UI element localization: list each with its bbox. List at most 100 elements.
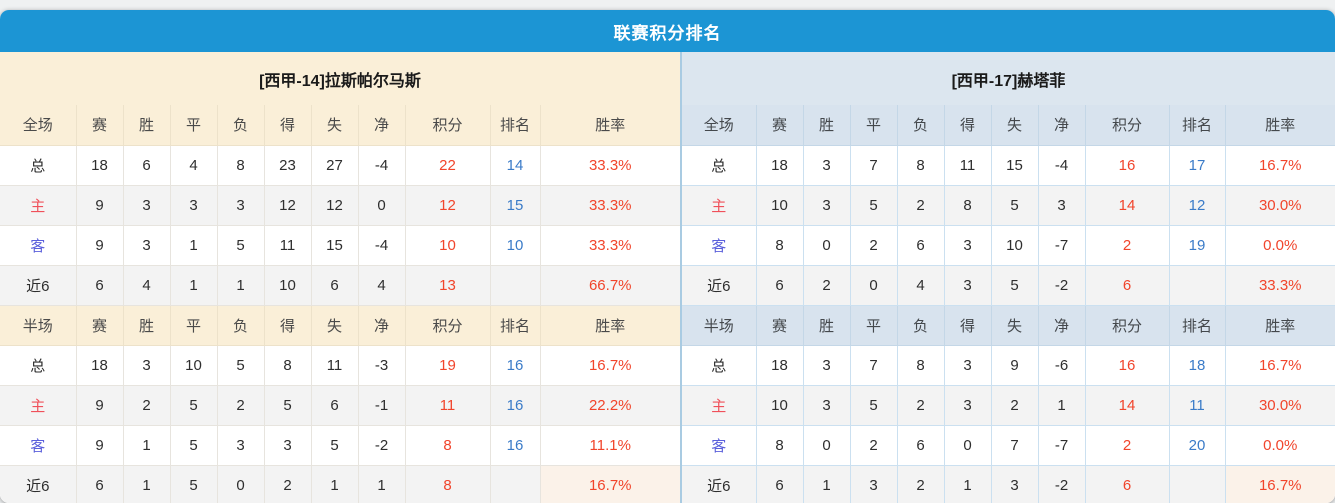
rank-cell: 12 bbox=[1168, 184, 1226, 226]
stat-cell: 11 bbox=[943, 144, 992, 186]
stat-cell: 3 bbox=[943, 224, 992, 266]
stat-cell: -7 bbox=[1037, 224, 1086, 266]
stat-cell: 7 bbox=[849, 144, 898, 186]
stat-cell: 7 bbox=[990, 424, 1039, 466]
col-header-cell: 胜 bbox=[122, 105, 171, 146]
col-header-cell: 净 bbox=[357, 304, 406, 346]
stat-cell: 5 bbox=[310, 424, 359, 466]
winrate-cell: 33.3% bbox=[539, 224, 680, 266]
stat-cell: 4 bbox=[357, 264, 406, 306]
col-header-cell: 赛 bbox=[755, 304, 804, 346]
stat-cell: 5 bbox=[849, 384, 898, 426]
stat-cell: 4 bbox=[896, 264, 945, 306]
right-section-header-row: 半场赛胜平负得失净积分 排名 胜率 bbox=[682, 304, 1335, 346]
stat-cell: 3 bbox=[943, 344, 992, 386]
points-cell: 6 bbox=[1084, 264, 1170, 306]
title-bar: 联赛积分排名 bbox=[0, 10, 1335, 52]
stat-cell: 5 bbox=[169, 424, 218, 466]
right-stats-row-半场-主: 主 10 3 5 2 3 2 1 14 11 30.0% bbox=[682, 384, 1335, 426]
points-cell: 19 bbox=[404, 344, 491, 386]
stat-cell: 3 bbox=[802, 344, 851, 386]
rank-cell: 16 bbox=[489, 344, 541, 386]
col-header-cell: 排名 bbox=[489, 304, 541, 346]
right-table-body: 全场赛胜平负得失净积分 排名 胜率总 18 3 7 8 11 15 -4 16 17 16.7% 主 10 3… bbox=[682, 105, 1335, 503]
col-header-cell: 得 bbox=[943, 304, 992, 346]
stat-cell: 6 bbox=[310, 384, 359, 426]
col-header-cell: 失 bbox=[990, 304, 1039, 346]
stat-cell: -2 bbox=[1037, 464, 1086, 503]
col-header-cell: 失 bbox=[990, 105, 1039, 146]
stat-cell: -4 bbox=[1037, 144, 1086, 186]
winrate-cell: 16.7% bbox=[539, 464, 680, 503]
rank-cell bbox=[489, 264, 541, 306]
stat-cell: -2 bbox=[357, 424, 406, 466]
stat-cell: 18 bbox=[75, 344, 124, 386]
stat-cell: 18 bbox=[755, 344, 804, 386]
stat-cell: 6 bbox=[896, 424, 945, 466]
stat-cell: 11 bbox=[310, 344, 359, 386]
stat-cell: 5 bbox=[216, 224, 265, 266]
points-cell: 8 bbox=[404, 464, 491, 503]
winrate-cell: 33.3% bbox=[539, 144, 680, 186]
stat-cell: -2 bbox=[1037, 264, 1086, 306]
col-header-cell: 排名 bbox=[489, 105, 541, 146]
stat-cell: 10 bbox=[263, 264, 312, 306]
right-stats-row-全场-主: 主 10 3 5 2 8 5 3 14 12 30.0% bbox=[682, 184, 1335, 226]
stat-cell: 2 bbox=[263, 464, 312, 503]
stat-cell: 9 bbox=[990, 344, 1039, 386]
col-header-cell: 得 bbox=[263, 304, 312, 346]
winrate-cell: 33.3% bbox=[539, 184, 680, 226]
stat-cell: 2 bbox=[896, 464, 945, 503]
right-stats-row-全场-总: 总 18 3 7 8 11 15 -4 16 17 16.7% bbox=[682, 144, 1335, 186]
left-stats-row-全场-总: 总 18 6 4 8 23 27 -4 22 14 33.3% bbox=[0, 144, 680, 186]
winrate-cell: 16.7% bbox=[539, 344, 680, 386]
rank-cell: 10 bbox=[489, 224, 541, 266]
col-header-cell: 平 bbox=[849, 304, 898, 346]
stat-cell: 2 bbox=[896, 384, 945, 426]
stat-cell: 2 bbox=[990, 384, 1039, 426]
stat-cell: 23 bbox=[263, 144, 312, 186]
points-cell: 8 bbox=[404, 424, 491, 466]
points-cell: 6 bbox=[1084, 464, 1170, 503]
left-team-name: [西甲-14]拉斯帕尔马斯 bbox=[0, 52, 680, 105]
rank-cell: 18 bbox=[1168, 344, 1226, 386]
stat-cell: 0 bbox=[357, 184, 406, 226]
stat-cell: 5 bbox=[169, 384, 218, 426]
col-header-cell: 积分 bbox=[1084, 105, 1170, 146]
rank-cell bbox=[1168, 464, 1226, 503]
stat-cell: 1 bbox=[169, 224, 218, 266]
winrate-cell: 30.0% bbox=[1224, 384, 1335, 426]
rank-cell bbox=[1168, 264, 1226, 306]
stat-cell: 3 bbox=[802, 144, 851, 186]
stat-cell: 0 bbox=[802, 424, 851, 466]
points-cell: 13 bbox=[404, 264, 491, 306]
stat-cell: 12 bbox=[310, 184, 359, 226]
stat-cell: 15 bbox=[990, 144, 1039, 186]
stat-cell: 6 bbox=[75, 464, 124, 503]
winrate-cell: 0.0% bbox=[1224, 224, 1335, 266]
league-standings-card: 联赛积分排名 [西甲-14]拉斯帕尔马斯 全场赛胜平负得失净积分 排名 胜率总 18 6… bbox=[0, 10, 1335, 503]
rank-cell: 11 bbox=[1168, 384, 1226, 426]
row-label-cell: 近6 bbox=[0, 464, 77, 503]
winrate-cell: 16.7% bbox=[1224, 464, 1335, 503]
col-header-cell: 积分 bbox=[404, 304, 491, 346]
winrate-cell: 11.1% bbox=[539, 424, 680, 466]
left-stats-table: 全场赛胜平负得失净积分 排名 胜率总 18 6 4 8 23 27 -4 22 14 33.3% 主 9 3 3… bbox=[0, 105, 680, 503]
right-stats-row-半场-客: 客 8 0 2 6 0 7 -7 2 20 0.0% bbox=[682, 424, 1335, 466]
stat-cell: 6 bbox=[896, 224, 945, 266]
stat-cell: 2 bbox=[849, 424, 898, 466]
col-header-cell: 得 bbox=[263, 105, 312, 146]
row-label-cell: 客 bbox=[0, 424, 77, 466]
col-header-cell: 平 bbox=[169, 304, 218, 346]
row-label-cell: 总 bbox=[682, 344, 757, 386]
rank-cell: 14 bbox=[489, 144, 541, 186]
stat-cell: -4 bbox=[357, 224, 406, 266]
col-header-cell: 胜 bbox=[802, 105, 851, 146]
stat-cell: 8 bbox=[216, 144, 265, 186]
stat-cell: 2 bbox=[802, 264, 851, 306]
rank-cell: 20 bbox=[1168, 424, 1226, 466]
left-stats-row-全场-近6: 近6 6 4 1 1 10 6 4 13 66.7% bbox=[0, 264, 680, 306]
stat-cell: 1 bbox=[122, 464, 171, 503]
stat-cell: 1 bbox=[1037, 384, 1086, 426]
col-header-cell: 净 bbox=[357, 105, 406, 146]
